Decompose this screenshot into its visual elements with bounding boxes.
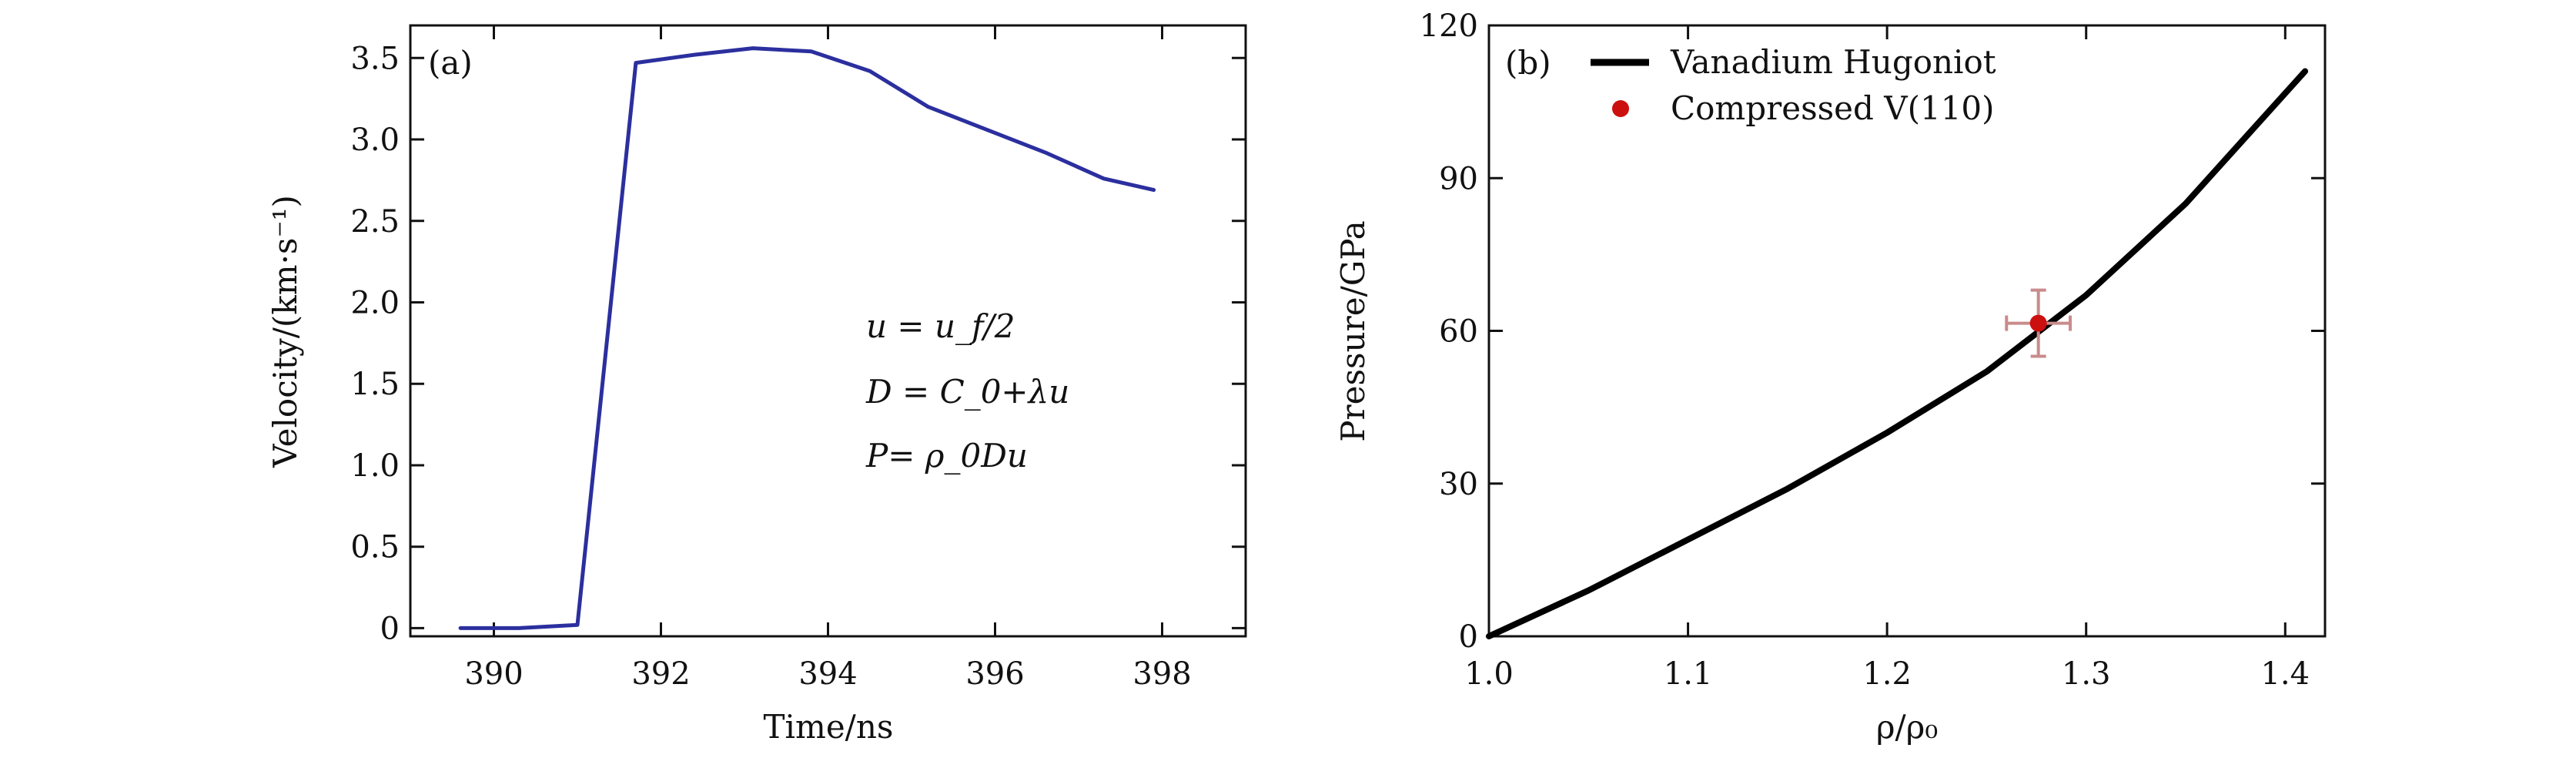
panel-a-x-tick-label: 392	[631, 656, 690, 692]
panel-b-y-tick-label: 30	[1439, 467, 1478, 502]
panel-b-y-tick-label: 60	[1439, 314, 1478, 350]
panel-a-series-line	[458, 46, 1156, 630]
panel-b-pressure-chart: 1.0 1.1 1.2 1.3 1.4 0 30 60 90 120 (b) Vanadium H…	[1334, 8, 2327, 746]
panel-a-y-tick-label: 3.0	[350, 122, 400, 158]
panel-a-y-tick-label: 2.5	[350, 204, 400, 240]
panel-b-series-line	[1486, 68, 2309, 639]
panel-a-velocity-chart: 390 392 394 396 398 0 0.5 1.0 1.5 2.0 2.5 3.0 3.5 (a…	[266, 24, 1247, 746]
panel-a-equation-1: u = u_f/2	[866, 307, 1015, 345]
legend-compressed-marker	[1612, 100, 1629, 117]
panel-a-label: (a)	[428, 44, 473, 82]
panel-a-y-tick-label: 0.5	[350, 530, 400, 565]
panel-a-y-axis-title: Velocity/(km·s⁻¹)	[266, 195, 304, 468]
panel-b-data-point	[2029, 314, 2047, 332]
legend-compressed-label: Compressed V(110)	[1671, 89, 1995, 127]
panel-a-x-tick-label: 398	[1132, 656, 1191, 692]
panel-b-y-tick-label: 120	[1420, 8, 1478, 44]
panel-a-x-tick-label: 396	[965, 656, 1024, 692]
panel-a-series	[458, 46, 1156, 630]
panel-b-x-axis-title: ρ/ρ₀	[1876, 708, 1938, 746]
panel-a-y-tick-label: 0	[380, 611, 400, 646]
panel-b-x-tick-label: 1.0	[1464, 656, 1514, 692]
panel-a-plot-frame	[409, 24, 1247, 638]
panel-b-x-tick-label: 1.2	[1862, 656, 1912, 692]
panel-b-x-tick-label: 1.3	[2062, 656, 2111, 692]
panel-b-x-tick-label: 1.1	[1664, 656, 1713, 692]
panel-a-y-tick-label: 2.0	[350, 285, 400, 320]
panel-a-y-tick-label: 3.5	[350, 41, 400, 76]
panel-b-y-axis-title: Pressure/GPa	[1334, 220, 1372, 441]
panel-a-y-tick-label: 1.5	[350, 367, 400, 402]
legend-hugoniot-label: Vanadium Hugoniot	[1670, 43, 1996, 81]
panel-b-label: (b)	[1505, 44, 1551, 82]
panel-b-y-tick-label: 0	[1459, 619, 1478, 655]
panel-a-y-tick-label: 1.0	[350, 448, 400, 484]
panel-b-legend: Vanadium Hugoniot Compressed V(110)	[1591, 43, 1996, 127]
panel-b-y-tick-label: 90	[1439, 161, 1478, 196]
panel-b-ticks: 1.0 1.1 1.2 1.3 1.4 0 30 60 90 120	[1420, 8, 2325, 692]
panel-a-x-axis-title: Time/ns	[764, 708, 894, 746]
panel-a-x-tick-label: 390	[464, 656, 523, 692]
panel-b-x-tick-label: 1.4	[2260, 656, 2310, 692]
panel-a-equation-3: P= ρ_0Du	[865, 437, 1028, 475]
panel-b-series	[1486, 68, 2309, 639]
panel-a-equation-2: D = C_0+λu	[865, 373, 1069, 411]
panel-a-ticks: 390 392 394 396 398 0 0.5 1.0 1.5 2.0 2.5 3.0 3.5	[350, 25, 1246, 692]
panel-a-x-tick-label: 394	[798, 656, 857, 692]
